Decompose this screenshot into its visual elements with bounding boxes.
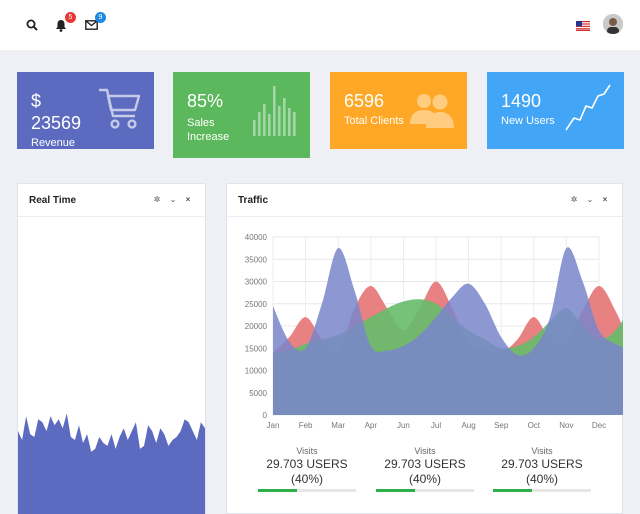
y-tick-label: 10000 [245,367,268,376]
visits-value: 29.703 USERS [384,457,466,471]
chevron-down-icon[interactable]: ⌄ [586,195,594,204]
realtime-panel-title: Real Time [29,195,77,206]
visits-percent: (40%) [525,472,558,486]
close-icon[interactable]: × [185,195,191,204]
realtime-panel: Real Time ✲ ⌄ × [17,183,206,514]
traffic-chart: 0 5000 10000 15000 20000 25000 30000 35000 40000… [245,233,623,430]
x-tick-label: Dec [592,421,606,430]
visits-progress-bar [258,489,356,492]
visits-label: Visits [414,446,436,456]
top-bar: 5 9 [0,0,640,50]
visits-progress-fill [493,489,533,492]
visits-stat-3: Visits 29.703 USERS (40%) [487,445,597,492]
search-icon[interactable] [23,16,41,34]
traffic-series-area-3 [273,247,623,415]
revenue-card[interactable]: $ 23569 Revenue [17,72,154,149]
visits-label: Visits [296,446,318,456]
y-tick-label: 20000 [245,322,268,331]
y-tick-label: 15000 [245,344,268,353]
y-tick-label: 40000 [245,233,268,242]
visits-progress-bar [493,489,591,492]
x-tick-label: Feb [299,421,313,430]
bars-icon [253,86,296,136]
realtime-panel-header: Real Time ✲ ⌄ × [18,184,205,217]
y-tick-label: 0 [263,411,268,420]
gear-icon[interactable]: ✲ [153,195,161,204]
visits-percent: (40%) [408,472,441,486]
user-avatar[interactable] [603,14,623,34]
sales-value: 85% [187,91,224,111]
y-tick-label: 5000 [249,389,267,398]
cart-icon [99,88,141,129]
x-tick-label: Jun [397,421,410,430]
new-users-value: 1490 [501,91,542,111]
traffic-panel-title: Traffic [238,195,269,206]
realtime-chart [18,413,205,514]
bell-icon[interactable]: 5 [52,12,76,34]
x-tick-label: Nov [559,421,573,430]
revenue-prefix: $ [31,91,42,111]
gear-icon[interactable]: ✲ [570,195,578,204]
messages-badge: 9 [95,12,106,23]
visits-stat-1: Visits 29.703 USERS (40%) [252,445,362,492]
new-users-card[interactable]: 1490 New Users [487,72,624,149]
visits-stat-2: Visits 29.703 USERS (40%) [370,445,480,492]
close-icon[interactable]: × [602,195,608,204]
visits-percent: (40%) [290,472,323,486]
visits-value: 29.703 USERS [501,457,583,471]
traffic-panel-header: Traffic ✲ ⌄ × [227,184,622,217]
trend-line-icon [565,84,611,131]
y-tick-label: 30000 [245,278,268,287]
x-tick-label: Jan [267,421,280,430]
envelope-icon[interactable]: 9 [82,12,106,34]
sales-card[interactable]: 85% Sales Increase [173,72,310,158]
clients-value: 6596 [344,91,385,111]
x-tick-label: Sep [494,421,509,430]
x-tick-label: Jul [431,421,441,430]
users-icon [410,94,454,128]
x-tick-label: Mar [331,421,345,430]
clients-card[interactable]: 6596 Total Clients [330,72,467,149]
sales-label-line1: Sales [187,117,215,129]
revenue-label: Revenue [31,137,76,149]
x-tick-label: Oct [528,421,541,430]
notifications-badge: 5 [65,12,76,23]
x-tick-label: Apr [365,421,378,430]
revenue-value: 23569 [31,113,82,133]
x-tick-label: Aug [461,421,475,430]
new-users-label: New Users [501,115,555,127]
visits-progress-bar [376,489,474,492]
sales-label-line2: Increase [187,131,230,143]
realtime-area [18,413,205,514]
chevron-down-icon[interactable]: ⌄ [169,195,177,204]
visits-progress-fill [376,489,416,492]
us-flag-icon[interactable] [576,18,590,31]
y-tick-label: 35000 [245,255,268,264]
visits-progress-fill [258,489,298,492]
visits-value: 29.703 USERS [266,457,348,471]
clients-label: Total Clients [344,115,404,127]
y-tick-label: 25000 [245,300,268,309]
visits-label: Visits [531,446,553,456]
